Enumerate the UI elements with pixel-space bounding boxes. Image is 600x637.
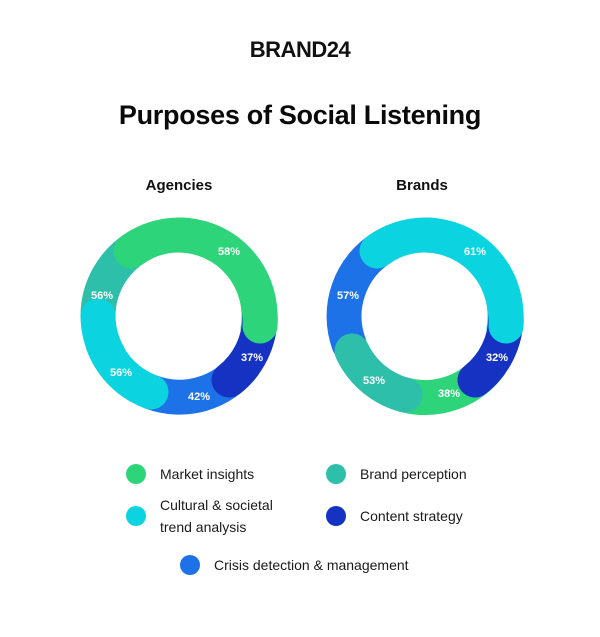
brand-logo: BRAND24 [249, 37, 351, 62]
brands-label-crisis-detection: 57% [337, 290, 359, 302]
brands-chart-title: Brands [396, 177, 448, 194]
legend-item-cultural-trend: Cultural & societal trend analysis [126, 494, 273, 538]
agencies-label-brand-perception: 56% [91, 290, 113, 302]
legend-item-content-strategy: Content strategy [326, 505, 463, 527]
brands-label-content-strategy: 32% [486, 352, 508, 364]
legend-item-crisis-detection: Crisis detection & management [180, 554, 409, 576]
brands-segment-cultural-trend-cap [485, 278, 524, 344]
brands-label-cultural-trend: 61% [464, 246, 486, 258]
content-strategy-swatch-icon [326, 506, 346, 526]
brands-label-brand-perception: 53% [363, 375, 385, 387]
brands-segment-brand-perception [334, 333, 423, 413]
legend-label: Cultural & societal trend analysis [160, 494, 273, 538]
agencies-chart-title: Agencies [145, 177, 213, 194]
brand-perception-swatch-icon [326, 464, 346, 484]
legend-label: Market insights [160, 466, 255, 482]
agencies-label-market-insights: 58% [218, 246, 240, 258]
legend-label-line2: trend analysis [160, 519, 247, 535]
market-insights-swatch-icon [126, 464, 146, 484]
brands-label-market-insights: 38% [438, 388, 460, 400]
agencies-label-crisis-detection: 42% [188, 391, 210, 403]
legend-label: Brand perception [360, 466, 467, 482]
agencies-segment-market-insights-cap [239, 278, 278, 344]
legend-label: Crisis detection & management [214, 557, 409, 573]
agencies-segment-cultural-trend-head [85, 326, 169, 410]
agencies-donut-chart: 58% 56% 56% 42% 37% [79, 216, 279, 416]
brands-donut-chart: 61% 57% 53% 38% 32% [325, 216, 525, 416]
legend-label: Content strategy [360, 508, 463, 524]
agencies-label-content-strategy: 37% [241, 352, 263, 364]
legend-item-market-insights: Market insights [126, 463, 254, 485]
legend-item-brand-perception: Brand perception [326, 463, 467, 485]
crisis-detection-swatch-icon [180, 555, 200, 575]
cultural-trend-swatch-icon [126, 506, 146, 526]
page-title: Purposes of Social Listening [118, 100, 482, 130]
legend-label-line1: Cultural & societal [160, 497, 273, 513]
agencies-label-cultural-trend: 56% [110, 367, 132, 379]
